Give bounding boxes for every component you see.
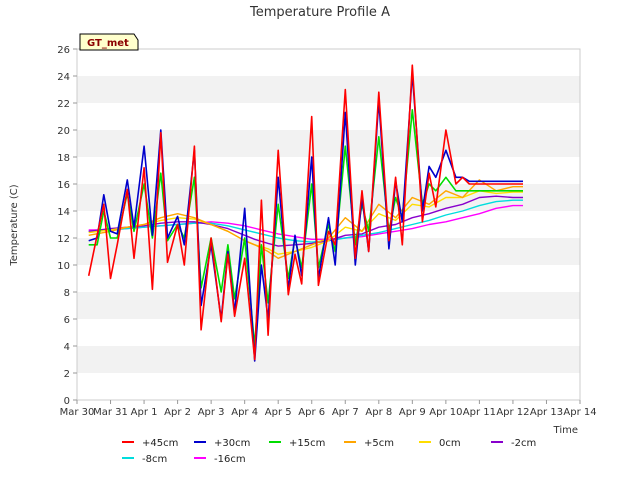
legend-item: -2cm: [491, 438, 536, 449]
legend-item: -8cm: [122, 454, 167, 465]
badge-label: GT_met: [87, 38, 129, 49]
y-tick-label: 8: [64, 288, 70, 299]
legend-item: +15cm: [269, 438, 325, 449]
series-lines: [87, 64, 523, 362]
series-line-plus45cm: [87, 64, 523, 361]
legend-item: -16cm: [194, 454, 246, 465]
y-tick-label: 20: [57, 126, 70, 137]
y-tick-label: 14: [57, 207, 70, 218]
x-tick-label: Apr 3: [198, 407, 225, 418]
gt-met-badge: GT_met: [79, 33, 139, 51]
x-tick-label: Apr 12: [496, 407, 529, 418]
x-tick-label: Apr 2: [164, 407, 191, 418]
y-tick-label: 16: [57, 180, 70, 191]
chart-title: Temperature Profile A: [249, 5, 390, 20]
legend-item: +45cm: [122, 438, 178, 449]
legend-label: 0cm: [439, 438, 461, 449]
x-tick-label: Apr 11: [463, 407, 496, 418]
x-tick-label: Mar 30: [60, 407, 95, 418]
x-tick-label: Apr 4: [231, 407, 258, 418]
legend-item: +5cm: [344, 438, 394, 449]
x-tick-label: Apr 8: [365, 407, 392, 418]
y-tick-label: 4: [64, 342, 70, 353]
y-tick-label: 2: [64, 369, 70, 380]
legend-label: +30cm: [214, 438, 250, 449]
grid-band: [77, 184, 580, 211]
y-tick-label: 6: [64, 315, 70, 326]
grid-band: [77, 238, 580, 265]
legend-label: -8cm: [142, 454, 167, 465]
y-tick-label: 26: [57, 45, 70, 56]
grid-band: [77, 130, 580, 157]
legend-label: +15cm: [289, 438, 325, 449]
grid-band: [77, 76, 580, 103]
plot-frame: [76, 48, 581, 401]
y-tick-label: 22: [57, 99, 70, 110]
x-tick-label: Apr 9: [399, 407, 426, 418]
legend-label: +45cm: [142, 438, 178, 449]
legend-label: -2cm: [511, 438, 536, 449]
grid-band: [77, 346, 580, 373]
y-tick-label: 24: [57, 72, 70, 83]
y-tick-label: 18: [57, 153, 70, 164]
legend-item: +30cm: [194, 438, 250, 449]
legend-label: +5cm: [364, 438, 394, 449]
legend: +45cm +30cm +15cm +5cm 0cm -2cm -8cm -16cm: [122, 438, 536, 465]
y-tick-label: 10: [57, 261, 70, 272]
x-tick-label: Apr 13: [530, 407, 563, 418]
x-tick-label: Apr 6: [298, 407, 325, 418]
y-tick-label: 12: [57, 234, 70, 245]
x-tick-label: Mar 31: [93, 407, 128, 418]
legend-label: -16cm: [214, 454, 246, 465]
x-tick-label: Apr 14: [563, 407, 596, 418]
x-tick-label: Apr 5: [265, 407, 292, 418]
grid-band: [77, 292, 580, 319]
x-tick-label: Apr 1: [131, 407, 158, 418]
x-tick-label: Apr 7: [332, 407, 359, 418]
y-tick-label: 0: [64, 396, 70, 407]
x-tick-label: Apr 10: [429, 407, 462, 418]
x-axis-title: Time: [553, 425, 578, 436]
y-axis-title: Temperature (C): [9, 184, 20, 266]
legend-item: 0cm: [419, 438, 461, 449]
